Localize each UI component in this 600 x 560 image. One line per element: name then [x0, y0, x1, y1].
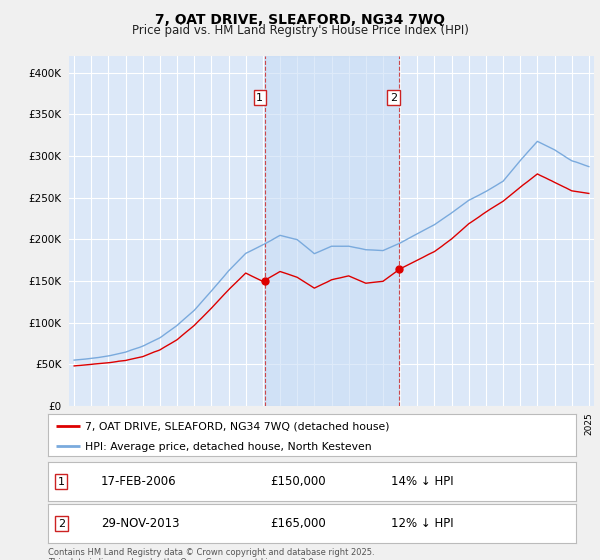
Text: 1: 1 [58, 477, 65, 487]
Text: HPI: Average price, detached house, North Kesteven: HPI: Average price, detached house, Nort… [85, 442, 371, 452]
Text: 29-NOV-2013: 29-NOV-2013 [101, 517, 179, 530]
Text: 12% ↓ HPI: 12% ↓ HPI [391, 517, 454, 530]
Text: 1: 1 [256, 92, 263, 102]
Text: 2: 2 [390, 92, 397, 102]
Text: Contains HM Land Registry data © Crown copyright and database right 2025.
This d: Contains HM Land Registry data © Crown c… [48, 548, 374, 560]
Text: 14% ↓ HPI: 14% ↓ HPI [391, 475, 454, 488]
Text: £150,000: £150,000 [270, 475, 325, 488]
Text: 17-FEB-2006: 17-FEB-2006 [101, 475, 176, 488]
Text: Price paid vs. HM Land Registry's House Price Index (HPI): Price paid vs. HM Land Registry's House … [131, 24, 469, 38]
Text: £165,000: £165,000 [270, 517, 326, 530]
Bar [265, 56, 399, 406]
Text: 7, OAT DRIVE, SLEAFORD, NG34 7WQ (detached house): 7, OAT DRIVE, SLEAFORD, NG34 7WQ (detach… [85, 422, 389, 432]
Text: 7, OAT DRIVE, SLEAFORD, NG34 7WQ: 7, OAT DRIVE, SLEAFORD, NG34 7WQ [155, 13, 445, 27]
Text: 2: 2 [58, 519, 65, 529]
